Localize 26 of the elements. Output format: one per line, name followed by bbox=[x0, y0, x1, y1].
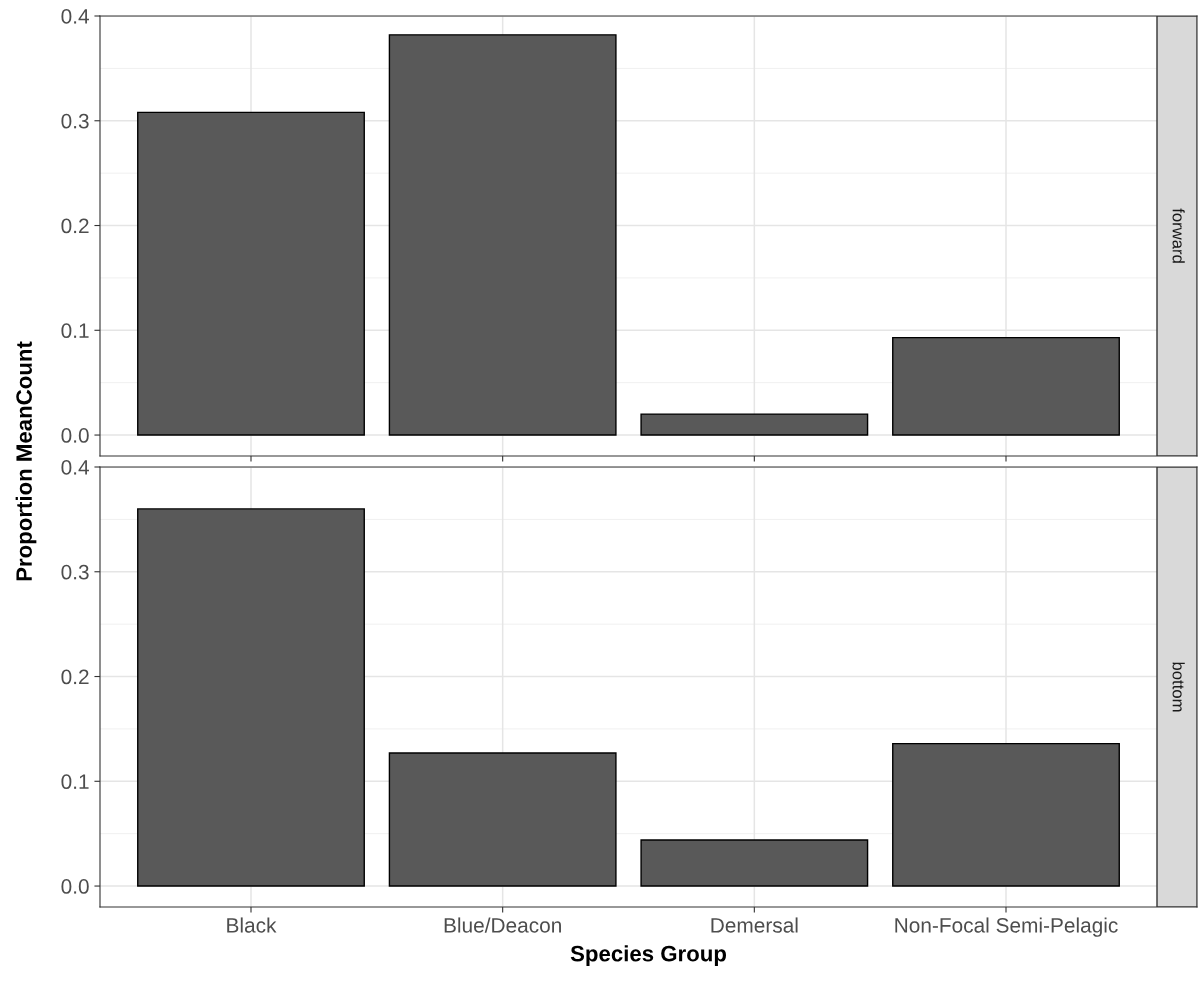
y-tick-label: 0.0 bbox=[61, 879, 89, 894]
bar bbox=[640, 413, 869, 436]
bar bbox=[137, 508, 365, 887]
x-tick-label: Demersal bbox=[711, 917, 798, 933]
y-tick-label: 0.4 bbox=[61, 9, 89, 24]
y-tick-label: 0.2 bbox=[61, 218, 89, 234]
x-tick-label: Non-Focal Semi-Pelagic bbox=[895, 917, 1118, 937]
y-tick-label: 0.2 bbox=[61, 669, 89, 685]
text: forward bbox=[1172, 208, 1185, 263]
bar bbox=[892, 336, 1120, 436]
x-axis-title: Species Group bbox=[570, 945, 727, 966]
y-tick-label: 0.3 bbox=[61, 113, 89, 129]
text: bottom bbox=[1172, 662, 1185, 712]
x-tick-label: Blue/Deacon bbox=[444, 917, 561, 933]
y-tick-label: 0.1 bbox=[61, 323, 89, 339]
bar bbox=[388, 34, 617, 436]
x-tick-label: Black bbox=[227, 917, 277, 933]
bar bbox=[137, 111, 365, 436]
y-tick-label: 0.4 bbox=[61, 460, 89, 475]
y-tick-label: 0.1 bbox=[61, 774, 89, 790]
bar bbox=[640, 839, 869, 887]
y-axis-title: Proportion MeanCount bbox=[15, 341, 37, 581]
bar bbox=[892, 742, 1120, 887]
y-tick-label: 0.3 bbox=[61, 564, 89, 580]
bar bbox=[388, 752, 617, 887]
y-tick-label: 0.0 bbox=[61, 428, 89, 443]
